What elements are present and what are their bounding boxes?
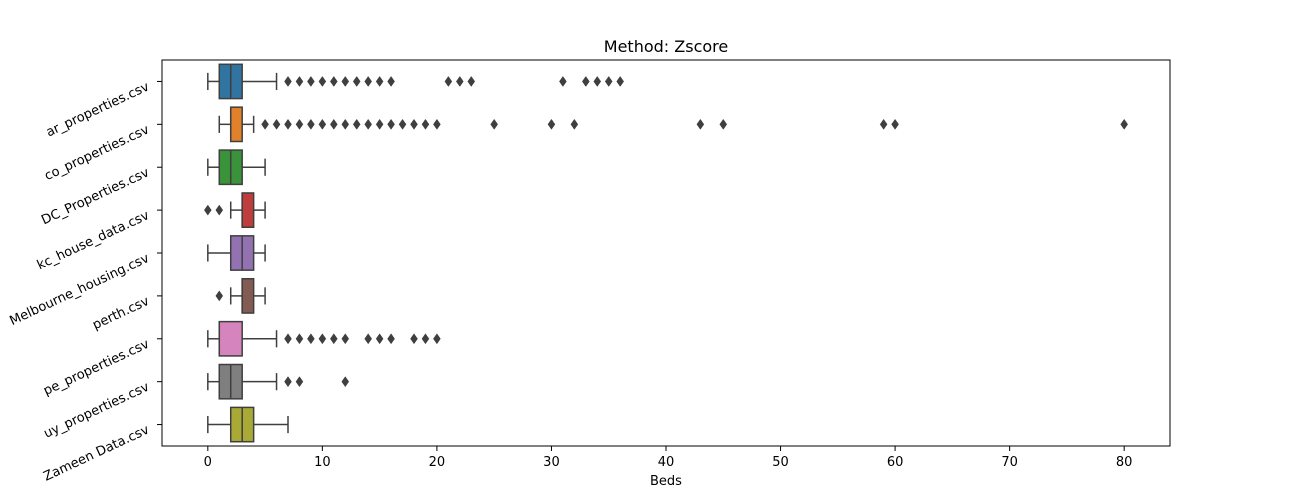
- outlier-point: [375, 118, 384, 130]
- x-tick-label: 40: [658, 455, 675, 470]
- outlier-point: [307, 118, 315, 130]
- outlier-point: [467, 76, 476, 87]
- outlier-point: [398, 118, 407, 130]
- outlier-point: [387, 118, 395, 130]
- plot-area: [204, 63, 1128, 443]
- box-group: [207, 149, 266, 186]
- outlier-point: [295, 76, 304, 87]
- outlier-point: [570, 118, 579, 130]
- outlier-point: [307, 333, 315, 345]
- outlier-point: [559, 76, 567, 87]
- outlier-point: [284, 76, 292, 87]
- outlier-point: [204, 204, 212, 216]
- box: [241, 192, 255, 229]
- outlier-point: [604, 76, 613, 87]
- outlier-point: [364, 333, 372, 345]
- x-tick-label: 70: [1001, 455, 1018, 470]
- outlier-point: [284, 333, 292, 345]
- x-tick-label: 0: [204, 455, 212, 470]
- outlier-point: [593, 76, 602, 87]
- x-tick-label: 20: [429, 455, 446, 470]
- chart-title: Method: Zscore: [604, 37, 728, 56]
- outlier-point: [547, 118, 556, 130]
- outlier-point: [284, 376, 292, 388]
- outlier-point: [891, 118, 899, 130]
- outlier-point: [421, 118, 430, 130]
- outlier-point: [410, 333, 418, 345]
- outlier-point: [364, 76, 372, 87]
- outlier-point: [364, 118, 372, 130]
- box-group: [207, 235, 266, 271]
- box: [229, 106, 243, 143]
- outlier-point: [375, 333, 384, 345]
- outlier-point: [352, 76, 361, 87]
- outlier-point: [1120, 118, 1128, 130]
- x-tick-label: 30: [543, 455, 560, 470]
- x-tick-label: 50: [772, 455, 789, 470]
- x-axis-title: Beds: [650, 474, 682, 489]
- outlier-point: [318, 333, 327, 345]
- outlier-point: [879, 118, 888, 130]
- outlier-point: [719, 118, 728, 130]
- outlier-point: [433, 118, 441, 130]
- axes: 0 10 20 30 40 50 60 70 80ar_properties.csvco_pro…: [7, 59, 1171, 485]
- outlier-point: [341, 118, 350, 130]
- box-group: [215, 277, 266, 314]
- outlier-point: [341, 333, 350, 345]
- outlier-point: [330, 118, 338, 130]
- outlier-point: [696, 118, 705, 130]
- plot-frame: [161, 59, 1171, 447]
- outlier-point: [387, 76, 395, 87]
- box-group: [204, 192, 266, 229]
- outlier-point: [490, 118, 498, 130]
- outlier-point: [318, 76, 327, 87]
- outlier-point: [421, 333, 430, 345]
- outlier-point: [295, 376, 304, 388]
- outlier-point: [307, 76, 315, 87]
- box-group: [207, 363, 350, 400]
- outlier-point: [582, 76, 590, 87]
- outlier-point: [295, 118, 304, 130]
- box: [241, 277, 255, 314]
- outlier-point: [261, 118, 269, 130]
- outlier-point: [341, 376, 350, 388]
- outlier-point: [295, 333, 304, 345]
- outlier-point: [444, 76, 453, 87]
- outlier-point: [272, 118, 281, 130]
- outlier-point: [330, 76, 338, 87]
- outlier-point: [330, 333, 338, 345]
- x-tick-label: 80: [1116, 455, 1133, 470]
- outlier-point: [375, 76, 384, 87]
- outlier-point: [318, 118, 327, 130]
- box-group: [207, 320, 441, 357]
- box: [218, 320, 243, 357]
- x-tick-label: 60: [887, 455, 904, 470]
- y-tick-label: perth.csv: [90, 294, 152, 333]
- box-group: [218, 106, 1128, 143]
- outlier-point: [341, 76, 350, 87]
- outlier-point: [387, 333, 395, 345]
- outlier-point: [616, 76, 624, 87]
- outlier-point: [352, 118, 361, 130]
- x-tick-label: 10: [314, 455, 331, 470]
- box-group: [207, 406, 289, 443]
- outlier-point: [410, 118, 418, 130]
- outlier-point: [284, 118, 292, 130]
- outlier-point: [215, 290, 224, 302]
- outlier-point: [215, 204, 224, 216]
- outlier-point: [433, 333, 441, 345]
- box-group: [207, 63, 624, 100]
- outlier-point: [456, 76, 464, 87]
